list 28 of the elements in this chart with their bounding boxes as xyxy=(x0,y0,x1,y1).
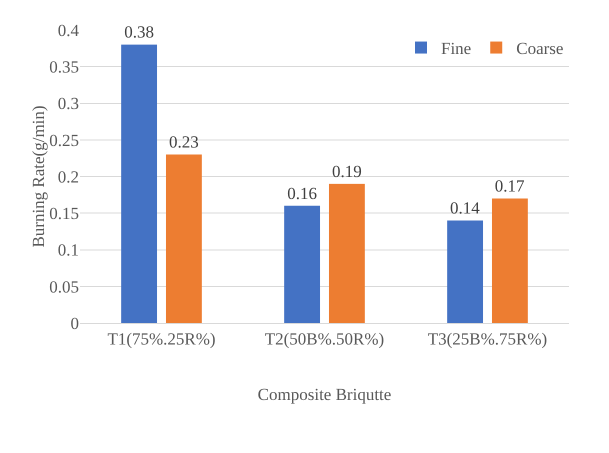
x-tick-label: T3(25B%.75R%) xyxy=(428,329,548,348)
x-tick-label: T2(50B%.50R%) xyxy=(264,329,384,348)
bar xyxy=(492,198,528,323)
y-tick-label: 0.15 xyxy=(49,204,79,224)
y-tick-label: 0.3 xyxy=(58,94,79,114)
data-label: 0.23 xyxy=(169,132,199,152)
data-label: 0.17 xyxy=(494,176,526,196)
bar xyxy=(328,184,365,323)
data-label: 0.14 xyxy=(450,198,480,218)
y-tick-label: 0.4 xyxy=(58,20,80,40)
y-tick-label: 0 xyxy=(70,314,79,333)
y-tick-label: 0.1 xyxy=(58,240,79,260)
x-tick-label: T1(75%.25R%) xyxy=(107,329,216,348)
legend-label: Coarse xyxy=(516,39,564,58)
legend-label: Fine xyxy=(441,39,472,58)
data-label: 0.38 xyxy=(124,22,154,42)
data-label: 0.19 xyxy=(332,162,362,181)
x-axis-title: Composite Briqutte xyxy=(258,384,392,404)
bar xyxy=(121,44,158,323)
y-tick-label: 0.35 xyxy=(49,58,79,77)
y-tick-label: 0.25 xyxy=(49,130,79,150)
bar xyxy=(447,220,484,323)
bar xyxy=(166,154,202,323)
y-tick-label: 0.05 xyxy=(49,277,79,296)
y-tick-label: 0.2 xyxy=(58,167,79,186)
bar xyxy=(284,206,320,323)
data-label: 0.16 xyxy=(287,184,317,203)
y-axis-title: Burning Rate(g/min) xyxy=(28,105,48,248)
